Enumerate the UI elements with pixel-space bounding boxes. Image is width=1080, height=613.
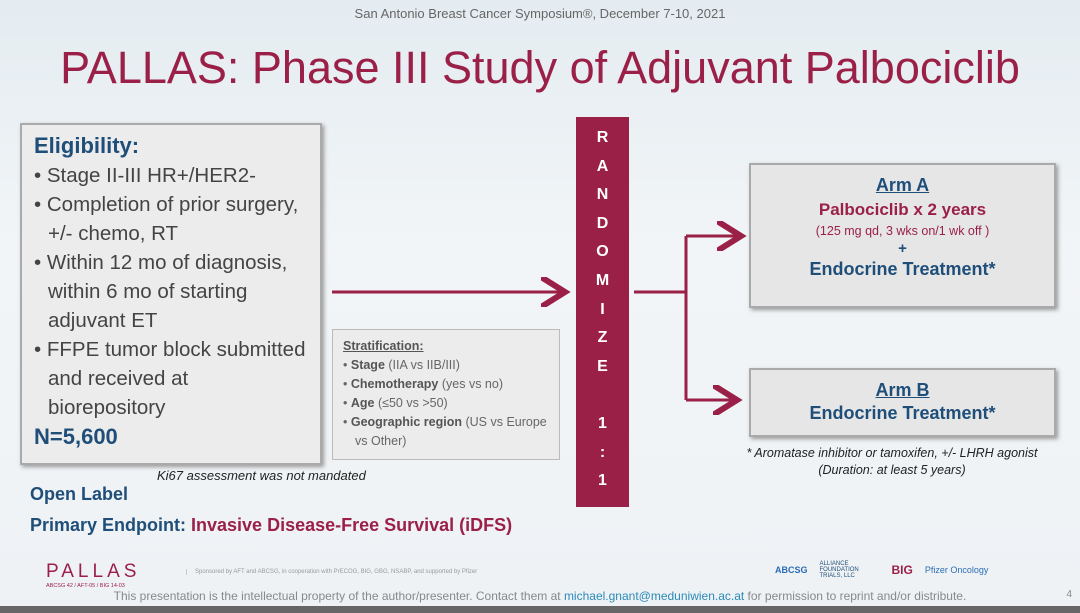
page-number: 4 xyxy=(1066,589,1072,600)
strat-item: • Age (≤50 vs >50) xyxy=(343,396,448,410)
copyright: This presentation is the intellectual pr… xyxy=(113,589,967,603)
footer: PALLAS ABCSG 42 / AFT-05 / BIG 14-03 Spo… xyxy=(0,553,1080,606)
open-label: Open Label xyxy=(30,484,129,504)
stratification-box: Stratification: • Stage (IIA vs IIB/III)… xyxy=(332,329,560,460)
arm-a-box: Arm A Palbociclib x 2 years (125 mg qd, … xyxy=(749,163,1056,308)
strat-item: • Stage (IIA vs IIB/III) xyxy=(343,358,460,372)
primary-endpoint: Primary Endpoint: Invasive Disease-Free … xyxy=(30,515,513,535)
eligibility-box: Eligibility: • Stage II-III HR+/HER2- • … xyxy=(20,123,322,465)
arm-b-box: Arm B Endocrine Treatment* xyxy=(749,368,1056,437)
pfizer-logo: Pfizer Oncology xyxy=(924,565,989,575)
contact-email-link[interactable]: michael.gnant@meduniwien.ac.at xyxy=(563,589,745,603)
sponsor-text: Sponsored by AFT and ABCSG, in cooperati… xyxy=(186,569,477,575)
abcsg-logo: ABCSG xyxy=(775,565,808,575)
big-logo: BIG xyxy=(891,563,913,577)
alliance-logo: ALLIANCE FOUNDATION TRIALS, LLC xyxy=(819,561,859,579)
slide-title: PALLAS: Phase III Study of Adjuvant Palb… xyxy=(60,42,1020,93)
partner-logos: ABCSG ALLIANCE FOUNDATION TRIALS, LLC BI… xyxy=(775,561,988,579)
conference-header: San Antonio Breast Cancer Symposium®, De… xyxy=(354,6,726,21)
sample-size: N=5,600 xyxy=(34,424,118,449)
eligibility-item: • Completion of prior surgery, +/- chemo… xyxy=(34,193,299,245)
pallas-logo-sub: ABCSG 42 / AFT-05 / BIG 14-03 xyxy=(46,583,125,589)
eligibility-item: • FFPE tumor block submitted and receive… xyxy=(34,338,306,419)
strat-item: • Geographic region (US vs Europe vs Oth… xyxy=(343,415,547,448)
eligibility-item: • Within 12 mo of diagnosis, within 6 mo… xyxy=(34,251,288,332)
bottom-bar xyxy=(0,606,1080,613)
stratification-heading: Stratification: xyxy=(343,339,424,353)
ki67-note: Ki67 assessment was not mandated xyxy=(157,468,366,483)
pallas-logo: PALLAS xyxy=(46,561,141,582)
eligibility-item: • Stage II-III HR+/HER2- xyxy=(34,164,256,187)
strat-item: • Chemotherapy (yes vs no) xyxy=(343,377,503,391)
eligibility-heading: Eligibility: xyxy=(34,133,140,158)
footnote: * Aromatase inhibitor or tamoxifen, +/- … xyxy=(746,446,1038,477)
